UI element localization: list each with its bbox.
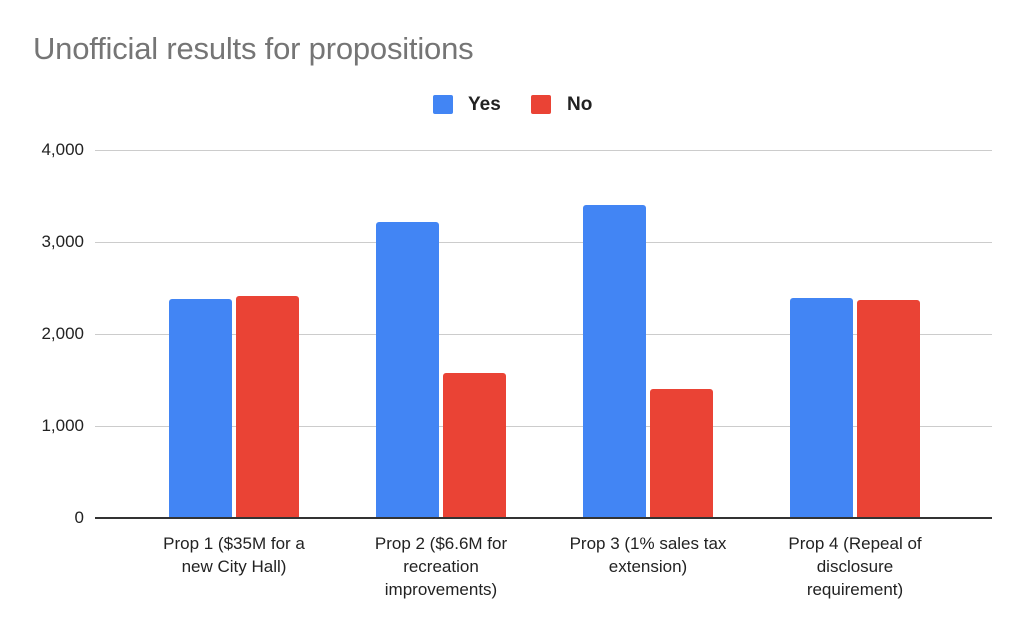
bar-yes <box>376 221 439 518</box>
bar-no <box>236 296 299 518</box>
y-tick-label: 1,000 <box>41 416 84 435</box>
x-tick-label: Prop 1 ($35M for a new City Hall) <box>163 534 305 576</box>
y-tick-label: 0 <box>74 508 84 527</box>
bar-yes <box>790 298 853 518</box>
legend-swatch-no <box>531 95 551 114</box>
gridline <box>95 242 992 243</box>
x-tick-label: Prop 3 (1% sales tax extension) <box>569 534 727 576</box>
gridline <box>95 150 992 151</box>
bar-yes <box>169 299 232 518</box>
chart-title: Unofficial results for propositions <box>33 31 474 66</box>
x-tick-label: Prop 2 ($6.6M for recreation improvements) <box>374 534 508 599</box>
bar-no <box>443 373 506 518</box>
gridline <box>95 334 992 335</box>
bar-no <box>650 388 713 518</box>
x-axis-line <box>95 517 992 519</box>
bar-no <box>857 299 920 518</box>
gridline <box>95 426 992 427</box>
legend-label-no: No <box>567 94 593 115</box>
x-tick-label: Prop 4 (Repeal of disclosure requirement) <box>788 534 922 599</box>
legend-swatch-yes <box>433 95 453 114</box>
y-tick-label: 4,000 <box>41 140 84 159</box>
legend-label-yes: Yes <box>468 94 501 115</box>
y-tick-label: 2,000 <box>41 324 84 343</box>
bar-yes <box>583 205 646 518</box>
y-tick-label: 3,000 <box>41 232 84 251</box>
